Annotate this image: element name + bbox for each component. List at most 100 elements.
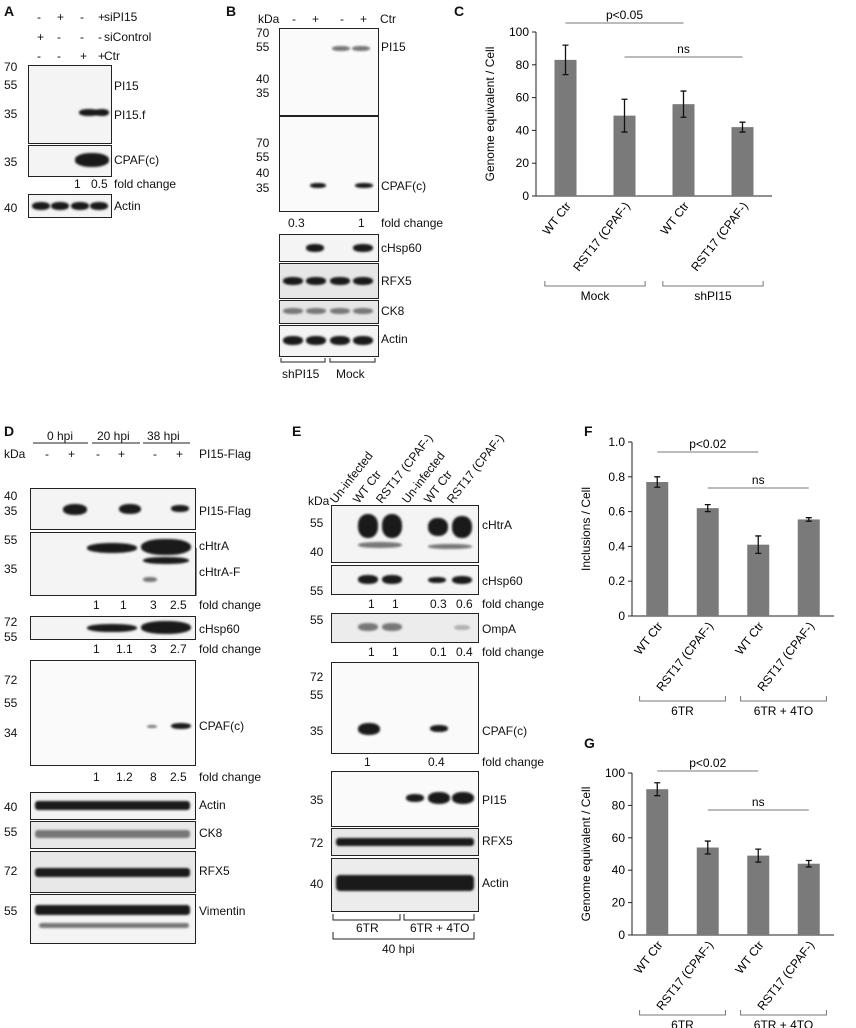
fold-value: 1 bbox=[368, 597, 375, 611]
bar bbox=[646, 482, 669, 616]
blot-label-actin: Actin bbox=[199, 798, 226, 812]
blot-label-actin: Actin bbox=[381, 332, 408, 346]
sign: + bbox=[312, 12, 320, 26]
mw-marker: 55 bbox=[4, 630, 18, 644]
blot-label-chtra: cHtrA bbox=[199, 539, 229, 553]
blot-ck8 bbox=[279, 300, 379, 324]
group-bracket bbox=[639, 1010, 726, 1016]
flag-label: PI15-Flag bbox=[199, 447, 252, 461]
panel-label-g: G bbox=[584, 735, 595, 751]
time-label: 38 hpi bbox=[147, 429, 180, 443]
sign: + bbox=[98, 49, 106, 63]
group-label-mock: Mock bbox=[336, 367, 365, 381]
fold-value: 0.3 bbox=[288, 216, 305, 230]
y-tick-label: 1.0 bbox=[608, 435, 625, 449]
sign: - bbox=[57, 30, 61, 44]
fold-change-label: fold change bbox=[114, 177, 177, 191]
blot-label-pi15f: PI15.f bbox=[114, 108, 146, 122]
fold-change-label: fold change bbox=[199, 770, 262, 784]
fold-value: 0.5 bbox=[91, 177, 108, 191]
row-label-sipi15: siPI15 bbox=[104, 10, 138, 24]
y-tick-label: 60 bbox=[612, 831, 626, 845]
sign: + bbox=[80, 49, 88, 63]
group-bracket bbox=[740, 696, 827, 702]
blot-label-pi15: PI15 bbox=[381, 40, 406, 54]
blot-label-vimentin: Vimentin bbox=[199, 904, 246, 918]
bar bbox=[797, 863, 820, 935]
blot-actin bbox=[279, 325, 379, 357]
mw-marker: 72 bbox=[4, 864, 18, 878]
bar bbox=[747, 544, 770, 616]
sign: + bbox=[37, 30, 45, 44]
mw-marker: 35 bbox=[256, 86, 270, 100]
bar bbox=[672, 104, 695, 196]
fold-value: 1.2 bbox=[116, 770, 133, 784]
sign: + bbox=[176, 447, 184, 461]
sign: - bbox=[45, 447, 49, 461]
mw-marker: 35 bbox=[310, 793, 324, 807]
mw-marker: 55 bbox=[310, 584, 324, 598]
sign: + bbox=[57, 10, 65, 24]
blot-label-actin: Actin bbox=[114, 199, 141, 213]
y-tick-label: 0 bbox=[522, 189, 529, 203]
fold-value: 1 bbox=[358, 216, 365, 230]
sig-label: ns bbox=[752, 473, 765, 487]
mw-marker: 35 bbox=[4, 504, 18, 518]
mw-marker: 34 bbox=[4, 726, 18, 740]
blot-label-pi15-flag: PI15-Flag bbox=[199, 504, 252, 518]
blot-cpaf bbox=[28, 145, 112, 177]
group-label: shPI15 bbox=[694, 289, 732, 303]
fold-value: 2.5 bbox=[170, 770, 187, 784]
blot-label-pi15: PI15 bbox=[114, 79, 139, 93]
fold-value: 1 bbox=[364, 755, 371, 769]
blot-cpaf bbox=[30, 660, 196, 766]
blot-ck8 bbox=[30, 821, 196, 849]
y-tick-label: 0.6 bbox=[608, 505, 625, 519]
sig-label: p<0.02 bbox=[689, 437, 726, 451]
blot-label-chsp60: cHsp60 bbox=[381, 241, 422, 255]
group-label-shpi15: shPI15 bbox=[282, 367, 320, 381]
ctr-label: Ctr bbox=[380, 12, 396, 26]
mw-marker: 35 bbox=[4, 562, 18, 576]
blot-ompa bbox=[331, 613, 479, 643]
blot-pi15-flag bbox=[30, 488, 196, 530]
y-tick-label: 40 bbox=[612, 863, 626, 877]
bar bbox=[646, 789, 669, 935]
sign: + bbox=[360, 12, 368, 26]
group-label: 6TR bbox=[671, 1018, 694, 1028]
group-bracket bbox=[639, 696, 726, 702]
mw-marker: 55 bbox=[4, 904, 18, 918]
y-tick-label: 60 bbox=[516, 91, 530, 105]
bar bbox=[731, 127, 754, 196]
sign: + bbox=[118, 447, 126, 461]
panel-label-f: F bbox=[584, 423, 593, 439]
bar bbox=[747, 855, 770, 935]
mw-marker: 72 bbox=[4, 673, 18, 687]
blot-label-rfx5: RFX5 bbox=[199, 864, 230, 878]
fold-change-label: fold change bbox=[482, 755, 545, 769]
bar bbox=[696, 847, 719, 935]
y-tick-label: 0.8 bbox=[608, 470, 625, 484]
y-tick-label: 0.4 bbox=[608, 539, 625, 553]
blot-label-actin: Actin bbox=[482, 876, 509, 890]
mw-marker: 72 bbox=[310, 670, 324, 684]
blot-pi15 bbox=[28, 65, 112, 144]
blot-label-ck8: CK8 bbox=[381, 304, 405, 318]
blot-cpaf bbox=[331, 662, 479, 754]
group-label-6tr-4to: 6TR + 4TO bbox=[410, 921, 470, 935]
blot-pi15 bbox=[279, 28, 379, 116]
error-bar bbox=[704, 503, 711, 513]
bar bbox=[797, 519, 820, 616]
y-tick-label: 0.2 bbox=[608, 574, 625, 588]
time-label: 20 hpi bbox=[97, 429, 130, 443]
sign: - bbox=[98, 30, 102, 44]
sign: - bbox=[37, 10, 41, 24]
blot-label-pi15: PI15 bbox=[482, 793, 507, 807]
blot-actin bbox=[331, 858, 479, 912]
sign: + bbox=[98, 10, 106, 24]
fold-value: 1 bbox=[392, 645, 399, 659]
error-bar bbox=[739, 121, 746, 133]
